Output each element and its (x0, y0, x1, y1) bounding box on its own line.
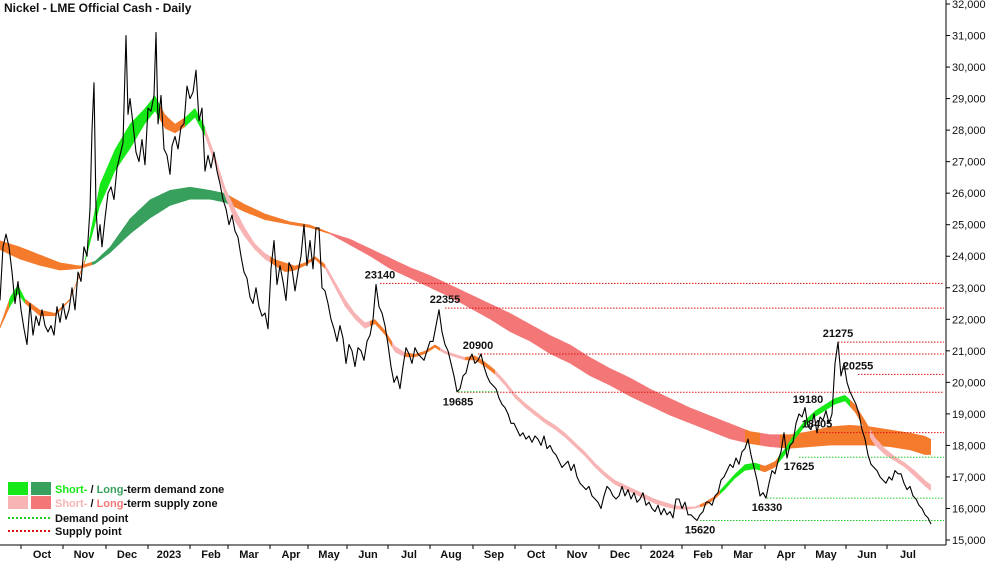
x-tick-label: Oct (527, 549, 546, 561)
price-annotation: 18405 (802, 419, 833, 431)
chart-title: Nickel - LME Official Cash - Daily (4, 1, 192, 15)
y-tick-label: 22,000 (952, 314, 986, 326)
price-annotation: 17625 (784, 461, 815, 473)
x-tick-label: Mar (239, 549, 259, 561)
y-tick-label: 19,000 (952, 409, 986, 421)
short-term-band-segment (392, 341, 405, 358)
legend: Short- / Long-term demand zone Short- / L… (8, 482, 224, 538)
y-tick-label: 20,000 (952, 377, 986, 389)
long-term-band-segment (92, 186, 230, 266)
x-tick-label: 2023 (157, 549, 181, 561)
y-tick-label: 30,000 (952, 62, 986, 74)
y-tick-label: 24,000 (952, 251, 986, 263)
x-tick-label: Jul (900, 549, 916, 561)
y-tick-label: 28,000 (952, 125, 986, 137)
y-tick-label: 32,000 (952, 0, 986, 11)
short-term-band-segment (270, 256, 325, 272)
price-annotation: 19685 (443, 396, 474, 408)
legend-label: Demand point (55, 513, 129, 525)
y-tick-label: 31,000 (952, 31, 986, 43)
short-term-band-segment (760, 457, 778, 473)
short-term-band-segment (0, 300, 9, 329)
y-tick-label: 23,000 (952, 283, 986, 295)
long-term-band-segment (0, 240, 92, 271)
short-term-band-segment (160, 104, 185, 134)
price-annotation: 20255 (843, 360, 874, 372)
x-tick-label: Feb (693, 549, 713, 561)
x-tick-label: 2024 (650, 549, 675, 561)
y-tick-label: 26,000 (952, 188, 986, 200)
short-term-band-segment (870, 428, 931, 492)
x-tick-label: Nov (74, 549, 96, 561)
long-term-band-segment (330, 232, 745, 443)
price-annotation: 19180 (793, 394, 824, 406)
y-tick-label: 21,000 (952, 346, 986, 358)
short-term-band-segment (778, 395, 850, 464)
long-term-band-segment (760, 432, 780, 448)
x-tick-label: Sep (484, 549, 504, 561)
price-annotation: 23140 (365, 269, 396, 281)
y-tick-label: 27,000 (952, 157, 986, 169)
short-term-band-segment (720, 462, 760, 495)
y-tick-label: 17,000 (952, 472, 986, 484)
legend-label: Short- / Long-term supply zone (55, 498, 218, 510)
x-tick-label: Aug (440, 549, 461, 561)
legend-label: Supply point (55, 526, 122, 538)
legend-label: Short- / Long-term demand zone (55, 484, 224, 496)
x-tick-label: Jun (857, 549, 877, 561)
y-tick-label: 18,000 (952, 440, 986, 452)
price-annotation: 15620 (685, 524, 716, 536)
short-term-band-segment (325, 264, 370, 329)
short-term-band-segment (495, 369, 700, 510)
price-annotation: 20900 (463, 340, 494, 352)
x-tick-label: May (815, 549, 837, 561)
short-term-band-segment (185, 108, 205, 137)
short-term-band-segment (465, 355, 495, 375)
x-tick-label: Mar (733, 549, 753, 561)
y-tick-label: 25,000 (952, 220, 986, 232)
legend-swatch (8, 482, 28, 495)
price-series (0, 31, 932, 525)
short-term-band-segment (405, 344, 440, 358)
short-term-band-segment (700, 490, 720, 508)
price-annotation: 22355 (430, 294, 461, 306)
annotations: 23140 22355 20900 19685 21275 20255 19180 18405… (365, 269, 874, 536)
long-term-band-segment (230, 195, 330, 235)
price-annotation: 21275 (823, 328, 854, 340)
x-tick-label: Feb (201, 549, 221, 561)
x-tick-label: Dec (610, 549, 630, 561)
x-tick-label: May (318, 549, 340, 561)
y-tick-label: 29,000 (952, 94, 986, 106)
x-tick-label: Apr (282, 549, 302, 561)
price-line (0, 31, 932, 525)
x-tick-label: Jun (358, 549, 378, 561)
price-annotation: 16330 (752, 502, 783, 514)
x-tick-label: Oct (33, 549, 52, 561)
x-tick-label: Jul (401, 549, 417, 561)
y-tick-label: 15,000 (952, 535, 986, 547)
short-term-band-segment (440, 347, 465, 361)
x-tick-label: Nov (567, 549, 589, 561)
x-tick-label: Dec (117, 549, 137, 561)
x-tick-label: Apr (777, 549, 797, 561)
y-tick-label: 16,000 (952, 503, 986, 515)
legend-swatch (8, 496, 28, 509)
short-term-band-segment (85, 95, 160, 263)
legend-swatch (31, 482, 51, 495)
legend-swatch (31, 496, 51, 509)
short-term-band-segment (370, 319, 392, 348)
